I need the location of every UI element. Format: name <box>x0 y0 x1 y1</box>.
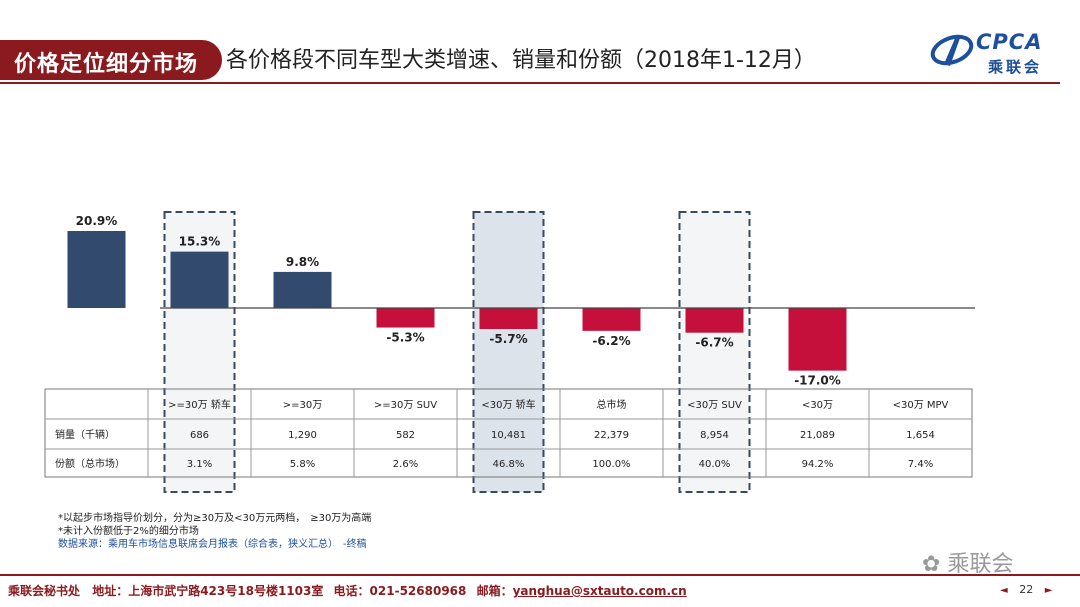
table-cell: 40.0% <box>699 459 731 470</box>
section-tag: 价格定位细分市场 <box>0 40 222 80</box>
footer-org: 乘联会秘书处 <box>8 584 81 598</box>
table-cell: 686 <box>190 430 209 441</box>
table-cell: 94.2% <box>802 459 834 470</box>
table-cell: 1,290 <box>288 430 317 441</box>
wechat-icon: ✿ <box>922 552 941 577</box>
footer-divider <box>0 574 1080 576</box>
bar <box>479 308 538 329</box>
table-cell: 582 <box>396 430 415 441</box>
title-divider <box>0 82 1060 84</box>
category-tick-label: <30万 轿车 <box>481 398 535 411</box>
bar-value-label: -6.7% <box>695 336 733 350</box>
cpca-logo: CPCA 乘联会 <box>930 24 1070 78</box>
section-tag-label: 价格定位细分市场 <box>14 52 199 77</box>
bar-value-label: 9.8% <box>286 255 319 269</box>
category-tick-label: 总市场 <box>597 398 627 411</box>
note-line-2: *未计入份额低于2%的细分市场 <box>58 526 199 537</box>
pager: ◄ 22 ► <box>1000 583 1052 596</box>
prev-page-icon[interactable]: ◄ <box>1000 585 1008 596</box>
bar <box>170 251 229 308</box>
bar-value-label: -6.2% <box>592 334 630 348</box>
category-tick-label: >=30万 轿车 <box>168 398 231 411</box>
data-table-border <box>44 388 973 478</box>
category-tick-label: >=30万 SUV <box>374 400 437 411</box>
bar-value-label: -5.7% <box>489 332 527 346</box>
table-row-label: 销量（千辆） <box>55 428 115 441</box>
category-tick-label: <30万 <box>802 400 833 411</box>
watermark-text: 乘联会 <box>947 552 1014 577</box>
table-cell: 3.1% <box>187 459 212 470</box>
table-row-label: 份额（总市场） <box>55 457 125 470</box>
category-tick-label: <30万 SUV <box>687 400 742 411</box>
table-cell: 100.0% <box>592 459 630 470</box>
bar <box>685 308 744 333</box>
logo-emblem-icon <box>930 34 974 66</box>
next-page-icon[interactable]: ► <box>1044 585 1053 596</box>
footer-phone: 电话：021-52680968 <box>333 584 467 598</box>
highlight-box <box>472 211 545 493</box>
table-cell: 46.8% <box>493 459 525 470</box>
bar <box>273 271 332 308</box>
table-cell: 5.8% <box>290 459 315 470</box>
page-title: 各价格段不同车型大类增速、销量和份额（2018年1-12月） <box>226 48 816 73</box>
footer: 乘联会秘书处 地址：上海市武宁路423号18号楼1103室 电话：021-526… <box>8 582 687 599</box>
table-cell: 2.6% <box>393 459 418 470</box>
bar-value-label: 15.3% <box>179 235 221 249</box>
table-cell: 7.4% <box>908 459 933 470</box>
data-source: 数据来源：乘用车市场信息联席会月报表（综合表，狭义汇总） -终稿 <box>58 539 367 550</box>
chart-notes: *以起步市场指导价划分，分为≥30万及<30万元两档， ≥30万为高端 *未计入… <box>58 512 371 551</box>
bar <box>376 308 435 328</box>
footer-email-label: 邮箱： <box>476 584 513 598</box>
table-cell: 1,654 <box>906 430 935 441</box>
bar <box>67 231 126 308</box>
bar <box>582 308 641 331</box>
table-cell: 10,481 <box>491 430 526 441</box>
bar-value-label: -17.0% <box>794 374 841 388</box>
bar-value-label: -5.3% <box>386 331 424 345</box>
footer-address: 地址：上海市武宁路423号18号楼1103室 <box>92 584 324 598</box>
bar <box>788 308 847 371</box>
table-cell: 21,089 <box>800 430 835 441</box>
category-tick-label: >=30万 <box>283 400 322 411</box>
logo-subtitle: 乘联会 <box>988 58 1043 76</box>
footer-email-link[interactable]: yanghua@sxtauto.com.cn <box>512 584 687 598</box>
page-number: 22 <box>1019 583 1034 596</box>
bar-value-label: 20.9% <box>76 214 118 228</box>
highlight-box <box>678 211 751 493</box>
wechat-watermark: ✿ 乘联会 <box>922 546 1013 578</box>
table-cell: 8,954 <box>700 430 729 441</box>
category-tick-label: <30万 MPV <box>893 400 949 411</box>
note-line-1: *以起步市场指导价划分，分为≥30万及<30万元两档， ≥30万为高端 <box>58 513 372 524</box>
table-cell: 22,379 <box>594 430 629 441</box>
logo-text: CPCA <box>976 30 1043 54</box>
